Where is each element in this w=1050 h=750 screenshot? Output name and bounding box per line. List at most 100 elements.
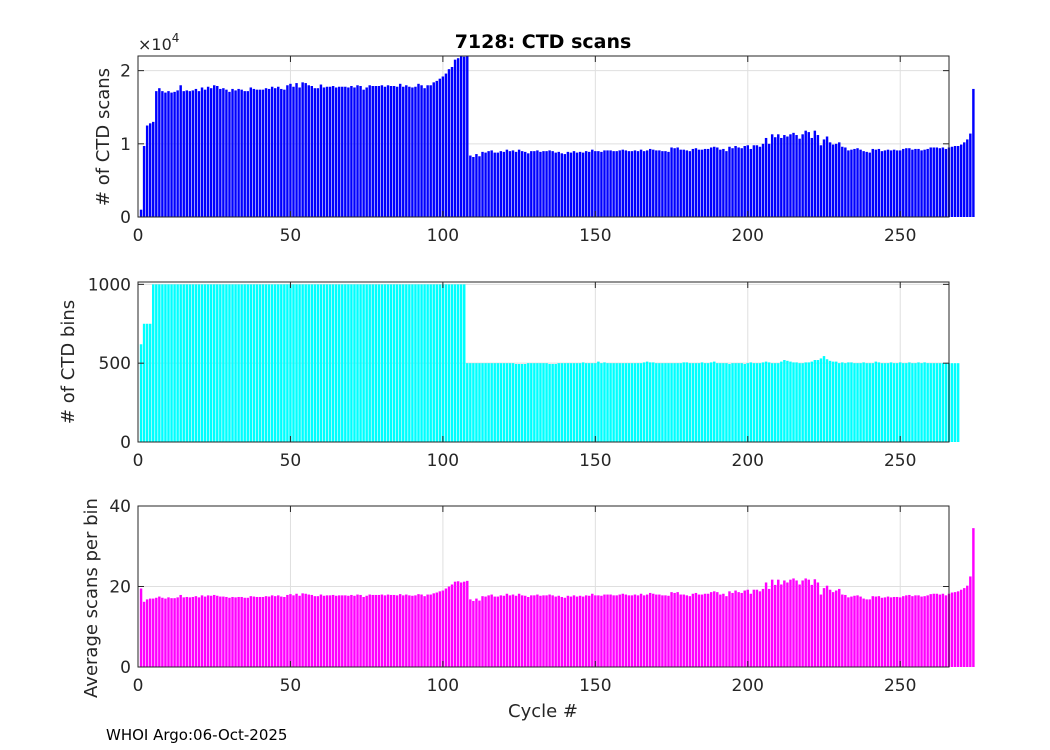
bar-cycle-103 xyxy=(450,284,454,442)
bar-cycle-174 xyxy=(667,595,670,667)
bar-cycle-161 xyxy=(627,363,631,442)
bar-cycle-40 xyxy=(258,596,262,667)
bar-cycle-124 xyxy=(514,363,518,442)
bar-cycle-206 xyxy=(764,137,768,217)
x-tick-label: 250 xyxy=(884,451,916,471)
bar-cycle-254 xyxy=(911,363,914,442)
bar-cycle-158 xyxy=(618,594,621,667)
bar-cycle-89 xyxy=(408,284,411,442)
bar-cycle-252 xyxy=(905,148,908,217)
bar-cycle-265 xyxy=(944,363,948,442)
bar-cycle-74 xyxy=(362,596,365,667)
bar-cycle-180 xyxy=(685,150,689,217)
bar-cycle-23 xyxy=(206,284,210,442)
bar-cycle-198 xyxy=(740,363,743,442)
bar-cycle-94 xyxy=(423,284,426,442)
bar-cycle-100 xyxy=(441,284,445,442)
bar-cycle-176 xyxy=(673,592,676,667)
bar-cycle-151 xyxy=(597,595,600,667)
bar-cycle-243 xyxy=(877,596,881,667)
bar-cycle-245 xyxy=(883,363,887,442)
bar-cycle-109 xyxy=(469,363,472,442)
bar-cycle-62 xyxy=(325,86,329,218)
bar-cycle-68 xyxy=(344,86,347,218)
bar-cycle-117 xyxy=(493,152,496,217)
bar-cycle-195 xyxy=(731,592,734,667)
bar-cycle-72 xyxy=(356,284,359,442)
bar-cycle-178 xyxy=(679,594,682,667)
bar-cycle-193 xyxy=(725,596,728,667)
bar-cycle-228 xyxy=(831,144,835,217)
bar-cycle-139 xyxy=(560,363,564,442)
bar-cycle-90 xyxy=(411,87,414,217)
bar-cycle-86 xyxy=(398,284,402,442)
bar-cycle-201 xyxy=(749,593,753,667)
bar-cycle-52 xyxy=(295,83,298,217)
bar-cycle-171 xyxy=(658,150,661,217)
bar-cycle-263 xyxy=(938,148,942,217)
bar-cycle-177 xyxy=(676,592,679,667)
y-axis-label: Average scans per bin xyxy=(81,498,102,698)
bar-cycle-220 xyxy=(807,579,810,667)
bar-cycle-115 xyxy=(487,595,490,667)
bar-cycle-153 xyxy=(603,594,606,667)
bar-cycle-108 xyxy=(466,56,469,217)
bar-cycle-113 xyxy=(481,363,484,442)
bar-cycle-175 xyxy=(670,592,673,667)
bar-cycle-95 xyxy=(426,85,429,218)
bar-cycle-70 xyxy=(350,594,353,667)
bar-cycle-248 xyxy=(892,596,896,667)
bar-cycle-150 xyxy=(594,595,597,667)
bar-cycle-206 xyxy=(764,582,768,667)
bar-cycle-119 xyxy=(499,595,503,667)
bar-cycle-152 xyxy=(600,363,603,442)
bar-cycle-263 xyxy=(938,363,942,442)
bar-cycle-217 xyxy=(798,363,801,442)
bar-cycle-75 xyxy=(365,87,368,217)
bar-cycle-67 xyxy=(341,595,344,667)
bar-cycle-50 xyxy=(289,284,292,442)
bar-cycle-249 xyxy=(895,596,899,667)
bar-cycle-116 xyxy=(490,594,493,667)
bar-cycle-53 xyxy=(298,87,301,217)
x-tick-label: 200 xyxy=(732,451,764,471)
bar-cycle-192 xyxy=(722,593,725,667)
bar-cycle-247 xyxy=(889,597,893,667)
bar-cycle-211 xyxy=(780,137,783,217)
bar-cycle-8 xyxy=(161,284,164,442)
bar-cycle-12 xyxy=(173,284,176,442)
bar-cycle-241 xyxy=(871,148,874,217)
bar-cycle-205 xyxy=(761,143,765,217)
bar-cycle-135 xyxy=(548,363,551,442)
bar-cycle-152 xyxy=(600,151,603,217)
bar-cycle-223 xyxy=(816,360,820,442)
bar-cycle-116 xyxy=(490,363,493,442)
y-tick-label: 0 xyxy=(120,433,131,453)
bar-cycle-28 xyxy=(222,284,225,442)
bar-cycle-2 xyxy=(142,323,146,442)
bar-cycle-97 xyxy=(432,82,435,217)
bar-cycle-209 xyxy=(773,363,777,442)
bar-cycle-142 xyxy=(569,363,573,442)
bar-cycle-150 xyxy=(594,363,597,442)
bar-cycle-183 xyxy=(694,148,698,217)
bar-cycle-220 xyxy=(807,362,810,442)
bar-cycle-83 xyxy=(389,86,393,217)
bar-cycle-134 xyxy=(545,595,548,667)
bar-cycle-99 xyxy=(438,591,442,667)
bar-cycle-242 xyxy=(874,596,878,667)
bar-cycle-4 xyxy=(148,323,152,442)
bar-cycle-20 xyxy=(197,91,201,217)
bar-cycle-26 xyxy=(216,595,219,667)
bar-cycle-172 xyxy=(661,595,664,667)
bar-cycle-196 xyxy=(734,146,737,217)
bar-cycle-246 xyxy=(886,363,890,442)
bar-cycle-81 xyxy=(383,86,387,218)
bar-cycle-257 xyxy=(920,596,923,667)
bar-cycle-125 xyxy=(517,149,521,217)
bar-cycle-19 xyxy=(194,88,198,218)
bar-cycle-44 xyxy=(270,86,274,218)
bar-cycle-9 xyxy=(164,598,167,667)
bar-cycle-3 xyxy=(145,599,149,667)
bar-cycle-39 xyxy=(255,89,259,217)
